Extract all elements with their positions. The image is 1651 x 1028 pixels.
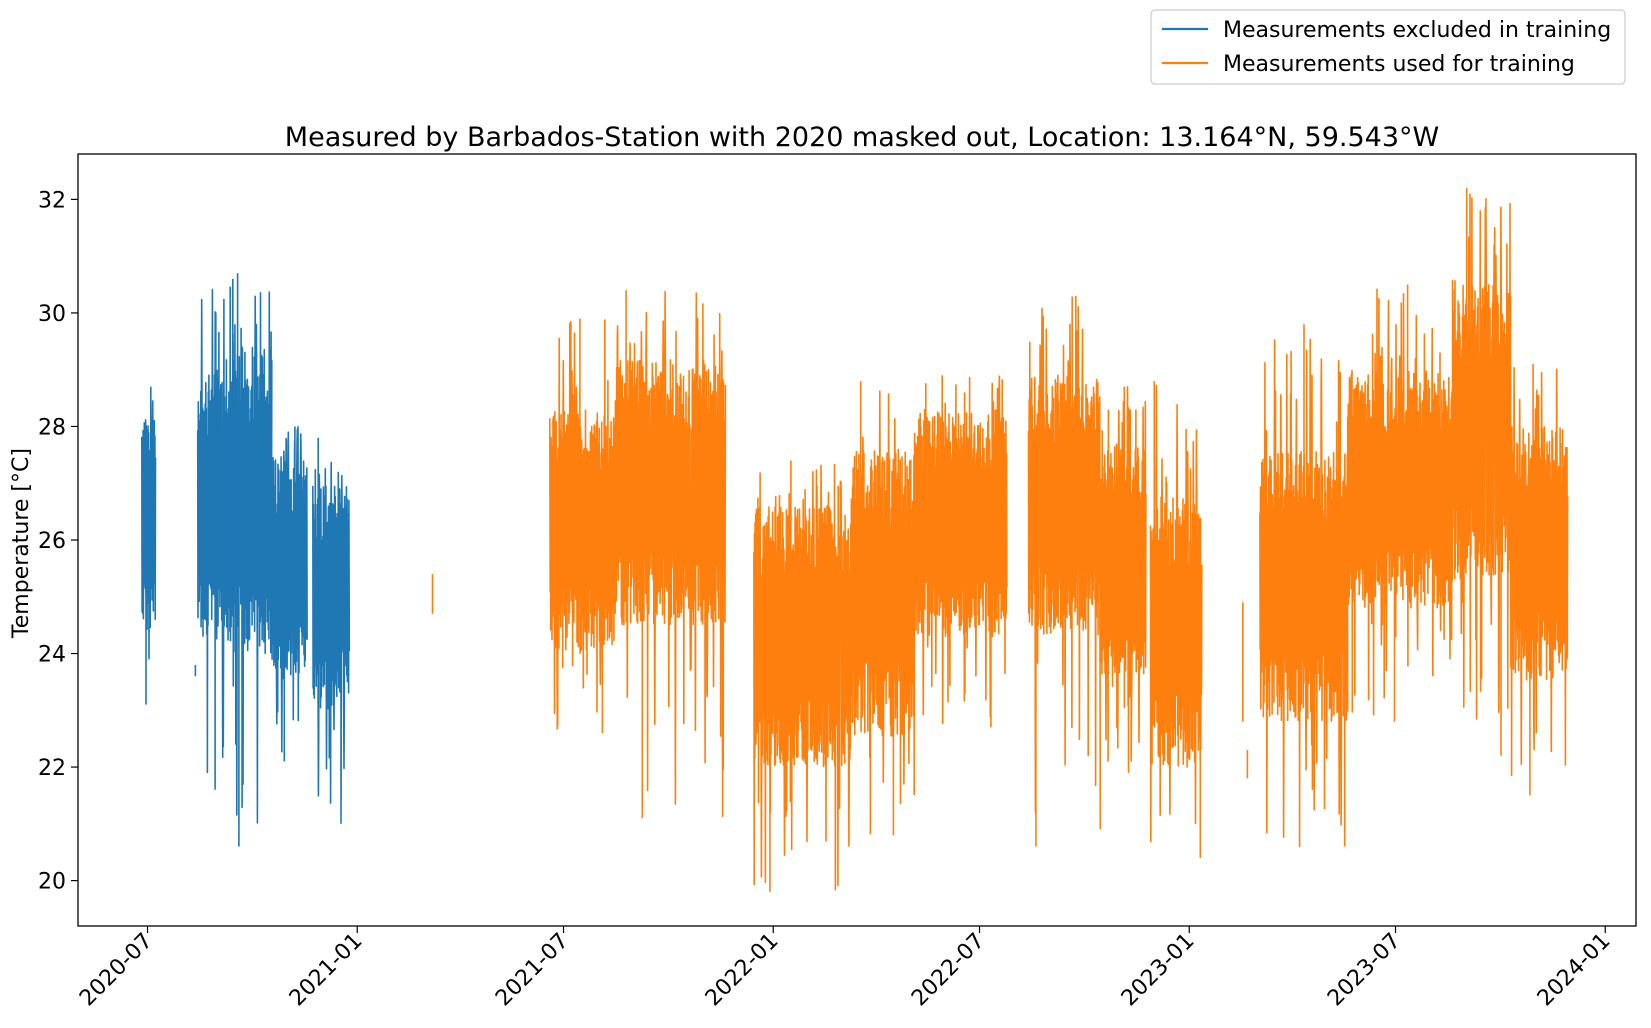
y-tick-label: 26 <box>38 529 66 554</box>
series-1-segment <box>1346 284 1454 722</box>
series-1-segment <box>549 318 616 733</box>
y-axis-label: Temperature [°C] <box>9 448 34 639</box>
series-0-segment <box>232 273 273 847</box>
y-tick-label: 20 <box>38 870 66 895</box>
x-tick-label: 2021-07 <box>491 929 574 1012</box>
x-tick-label: 2022-01 <box>701 929 784 1012</box>
x-tick-label: 2021-01 <box>285 929 368 1012</box>
series-1-segment <box>1451 188 1512 756</box>
legend-label-excluded: Measurements excluded in training <box>1223 18 1611 43</box>
series-1-segment <box>1027 295 1102 847</box>
y-tick-label: 22 <box>38 756 66 781</box>
x-tick-label: 2023-07 <box>1323 929 1406 1012</box>
series-0-segment <box>271 426 308 762</box>
series-1-segment <box>1259 324 1349 848</box>
series-1-segment <box>614 290 727 819</box>
x-tick-label: 2020-07 <box>75 929 158 1012</box>
y-tick-label: 28 <box>38 415 66 440</box>
x-tick-label: 2024-01 <box>1533 929 1616 1012</box>
series-1-segment <box>913 375 1008 728</box>
y-axis: 20 22 24 26 28 30 32 <box>38 188 78 895</box>
series-1-segment <box>1509 364 1569 796</box>
legend-box <box>1150 9 1626 85</box>
series-1 <box>431 188 1569 892</box>
y-tick-label: 30 <box>38 302 66 327</box>
series-1-segment <box>753 460 852 892</box>
series-1-segment <box>1149 381 1203 858</box>
series-0-segment <box>196 278 234 790</box>
series-layer <box>141 188 1569 892</box>
x-tick-label: 2022-07 <box>907 929 990 1012</box>
series-1-segment <box>1099 386 1147 773</box>
chart-title: Measured by Barbados-Station with 2020 m… <box>285 122 1439 153</box>
y-tick-label: 32 <box>38 188 66 213</box>
series-0-segment <box>312 437 351 824</box>
x-tick-label: 2023-01 <box>1117 929 1200 1012</box>
x-axis: 2020-07 2021-01 2021-07 2022-01 2022-07 2023-… <box>75 926 1615 1011</box>
legend: Measurements excluded in training Measur… <box>1150 9 1626 85</box>
legend-label-used: Measurements used for training <box>1223 52 1575 77</box>
series-0 <box>141 273 351 847</box>
series-0-segment <box>141 386 157 705</box>
series-1-segment <box>849 381 916 836</box>
y-tick-label: 24 <box>38 643 66 668</box>
